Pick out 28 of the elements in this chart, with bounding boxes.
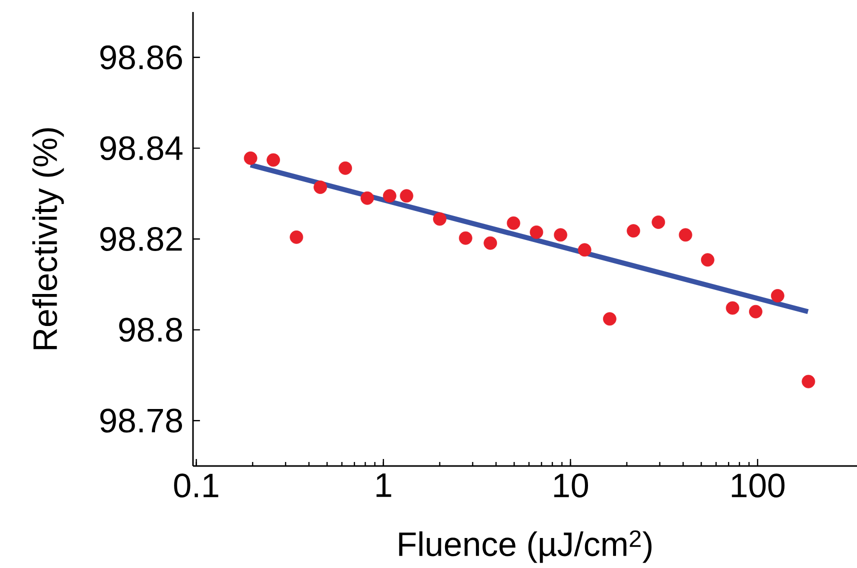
y-tick-label: 98.84 (100, 136, 182, 160)
point (506, 216, 520, 230)
point (530, 225, 544, 239)
point (652, 216, 666, 229)
point (578, 243, 592, 257)
point (700, 253, 714, 267)
x-tick-label: 1 (376, 474, 392, 497)
point (748, 304, 762, 318)
point (266, 153, 280, 167)
point (314, 180, 328, 194)
x-tick-label: 10 (554, 474, 588, 498)
point (770, 289, 784, 302)
y-tick-label: 98.78 (100, 408, 182, 433)
point (626, 224, 640, 238)
y-tick-label: 98.8 (119, 318, 182, 342)
y-tick-label: 98.82 (100, 227, 182, 251)
point (484, 236, 498, 250)
point (602, 312, 616, 326)
point (554, 228, 568, 242)
x-tick-label: 100 (732, 474, 785, 498)
point (433, 212, 446, 226)
x-axis-title: Fluence (µJ/cm$^{2}$) (399, 530, 652, 563)
point (458, 231, 472, 245)
point (338, 161, 352, 175)
x-tick-label: 0.1 (174, 474, 218, 498)
y-tick-label: 98.86 (100, 45, 182, 70)
point (290, 230, 304, 244)
y-axis-title: Reflectivity (%) (32, 128, 64, 350)
